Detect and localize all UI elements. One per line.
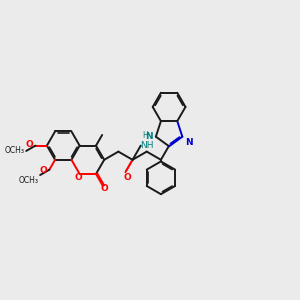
Text: H: H (142, 131, 148, 140)
Text: N: N (185, 138, 192, 147)
Text: O: O (100, 184, 108, 193)
Text: NH: NH (140, 141, 154, 150)
Text: O: O (74, 172, 82, 182)
Text: OCH₃: OCH₃ (18, 176, 38, 185)
Text: N: N (145, 132, 153, 141)
Text: O: O (25, 140, 33, 149)
Text: O: O (124, 173, 131, 182)
Text: O: O (39, 166, 47, 175)
Text: OCH₃: OCH₃ (4, 146, 25, 154)
